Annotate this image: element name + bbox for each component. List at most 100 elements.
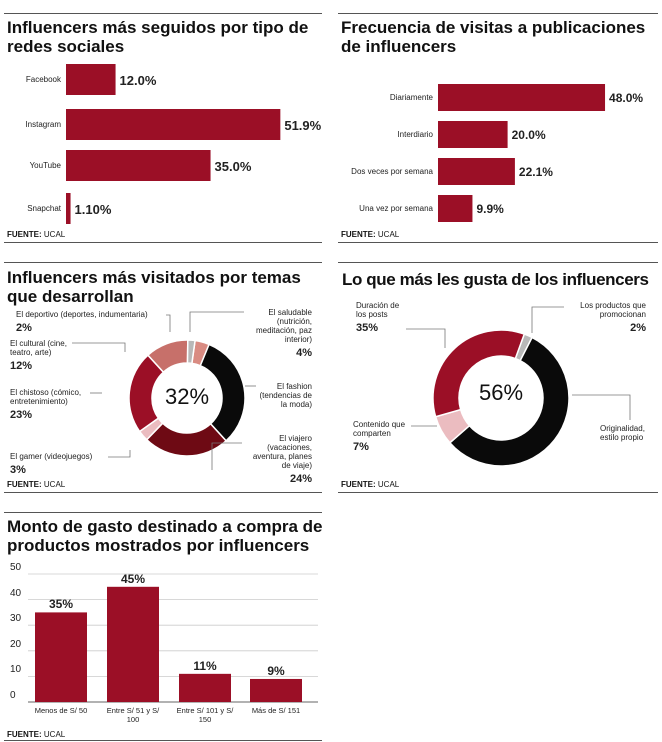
- pct-deportivo: 2%: [16, 322, 32, 334]
- divider: [4, 242, 322, 243]
- chart4-title: Lo que más les gusta de los influencers: [342, 270, 649, 289]
- donut2-center-label: 56%: [478, 380, 524, 405]
- bar-3: [66, 193, 71, 224]
- leader-line: [108, 450, 131, 458]
- label-deportivo: El deportivo (deportes, indumentaria): [16, 310, 148, 319]
- data-label: 9%: [267, 663, 285, 678]
- group-gamer: El gamer (videojuegos) 3%: [10, 452, 92, 476]
- label-originalidad: Originalidad, estilo propio: [600, 424, 645, 442]
- pct-saludable: 4%: [296, 347, 312, 359]
- category-label: Interdiario: [397, 129, 433, 139]
- divider: [338, 492, 658, 493]
- leader-line: [166, 314, 171, 332]
- label-gamer: El gamer (videojuegos): [10, 452, 93, 461]
- x-tick-label: Entre S/ 101 y S/ 150: [176, 706, 234, 724]
- label-duracion: Duración de los posts: [356, 301, 400, 319]
- chart3-title: Influencers más visitados por temas que …: [7, 268, 301, 306]
- data-label: 51.9%: [284, 117, 322, 133]
- data-label: 20.0%: [511, 127, 546, 142]
- label-chistoso: El chistoso (cómico, entretenimiento): [10, 388, 82, 406]
- divider: [338, 13, 658, 14]
- divider: [4, 512, 322, 513]
- y-tick-label: 10: [10, 664, 22, 676]
- pct-productos: 2%: [630, 322, 646, 334]
- data-label: 11%: [193, 658, 217, 673]
- divider: [338, 242, 658, 243]
- category-label: Una vez por semana: [359, 203, 433, 213]
- data-label: 35%: [48, 597, 74, 612]
- leader-line: [211, 442, 242, 470]
- leader-line: [572, 394, 631, 420]
- group-viajero: El viajero (vacaciones, aventura, planes…: [244, 434, 312, 485]
- data-label: 45%: [120, 571, 146, 586]
- data-label: 9.9%: [476, 201, 504, 216]
- chart4-source: FUENTE: UCAL: [341, 480, 400, 489]
- bar-2: [438, 158, 515, 185]
- pct-gamer: 3%: [10, 464, 26, 476]
- chart5-title: Monto de gasto destinado a compra de pro…: [7, 517, 323, 555]
- pct-contenido: 7%: [353, 441, 369, 453]
- category-label: Facebook: [25, 74, 61, 84]
- divider: [4, 740, 322, 741]
- x-tick-label: Entre S/ 51 y S/ 100: [106, 706, 160, 724]
- bar-0: [66, 64, 116, 95]
- bar-2: [179, 673, 231, 702]
- bar-2: [66, 150, 211, 181]
- category-label: Snapchat: [27, 203, 61, 213]
- bar-1: [438, 121, 508, 148]
- chart2-title: Frecuencia de visitas a publicaciones de…: [341, 18, 646, 56]
- data-label: 12.0%: [119, 72, 157, 88]
- divider: [4, 492, 322, 493]
- group-cultural: El cultural (cine, teatro, arte) 12%: [10, 339, 72, 372]
- category-label: Dos veces por semana: [351, 166, 433, 176]
- y-tick-label: 30: [10, 613, 22, 625]
- group-saludable: El saludable (nutrición, meditación, paz…: [246, 308, 312, 359]
- category-label: YouTube: [29, 160, 61, 170]
- label-saludable: El saludable (nutrición, meditación, paz…: [255, 308, 312, 344]
- chart1-title: Influencers más seguidos por tipo de red…: [7, 18, 309, 56]
- divider: [338, 262, 658, 263]
- bar-1: [107, 586, 159, 702]
- label-viajero: El viajero (vacaciones, aventura, planes…: [252, 434, 312, 470]
- chart2-source: FUENTE: UCAL: [341, 230, 400, 239]
- group-productos: Los productos que promocionan 2%: [566, 301, 646, 334]
- leader-line: [531, 306, 564, 333]
- bar-3: [250, 678, 302, 702]
- bar-3: [438, 195, 473, 222]
- data-label: 22.1%: [518, 164, 553, 179]
- category-label: Instagram: [25, 119, 61, 129]
- pct-cultural: 12%: [10, 360, 33, 372]
- label-cultural: El cultural (cine, teatro, arte): [10, 339, 67, 357]
- category-label: Diariamente: [389, 92, 433, 102]
- group-deportivo: El deportivo (deportes, indumentaria) 2%: [16, 310, 148, 334]
- x-tick-label: Más de S/ 151: [251, 706, 301, 715]
- label-productos: Los productos que promocionan: [580, 301, 646, 319]
- group-chistoso: El chistoso (cómico, entretenimiento) 23…: [10, 388, 90, 421]
- chart3-source: FUENTE: UCAL: [7, 480, 66, 489]
- leader-line: [406, 328, 446, 348]
- donut-slice-6: [186, 339, 196, 365]
- y-tick-label: 20: [10, 638, 22, 650]
- leader-line: [189, 311, 244, 332]
- divider: [4, 262, 322, 263]
- bar-1: [66, 109, 281, 140]
- donut-slice-1: [448, 336, 570, 467]
- chart1-source: FUENTE: UCAL: [7, 230, 66, 239]
- y-tick-label: 50: [10, 562, 22, 573]
- donut-slice-3: [432, 329, 526, 418]
- donut1-center-label: 32%: [164, 384, 210, 409]
- bar-0: [35, 612, 87, 702]
- label-fashion: El fashion (tendencias de la moda): [259, 382, 312, 409]
- divider: [4, 13, 322, 14]
- bar-0: [438, 84, 606, 111]
- pct-chistoso: 23%: [10, 409, 33, 421]
- data-label: 48.0%: [609, 90, 644, 105]
- data-label: 35.0%: [214, 158, 252, 174]
- chart5-source: FUENTE: UCAL: [7, 730, 66, 739]
- data-label: 1.10%: [74, 201, 112, 217]
- pct-viajero: 24%: [289, 473, 312, 485]
- x-tick-label: Menos de S/ 50: [34, 706, 88, 715]
- leader-line: [72, 342, 126, 352]
